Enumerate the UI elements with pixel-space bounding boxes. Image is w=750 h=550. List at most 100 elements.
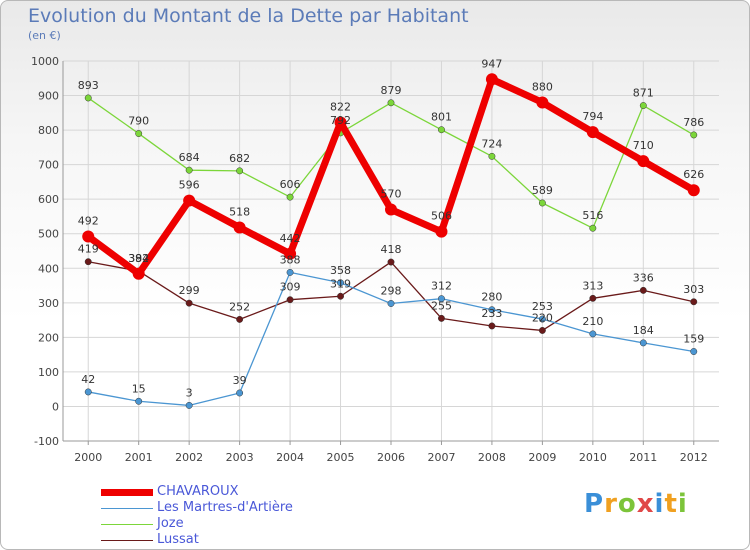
data-label: 684 [179, 151, 200, 164]
data-label: 184 [633, 324, 654, 337]
data-point [185, 166, 193, 174]
data-label: 794 [582, 110, 603, 123]
data-point [488, 152, 496, 160]
data-point [536, 96, 549, 109]
data-label: 724 [481, 137, 502, 150]
data-point [586, 126, 599, 139]
x-tick-label: 2008 [478, 451, 506, 464]
data-label: 570 [381, 188, 402, 201]
data-point [488, 322, 496, 330]
data-point [82, 230, 95, 243]
data-label: 790 [128, 115, 149, 128]
x-tick-label: 2006 [377, 451, 405, 464]
y-tick-label: 200 [38, 331, 59, 344]
data-point [639, 102, 647, 110]
data-point [690, 131, 698, 139]
data-label: 253 [532, 300, 553, 313]
x-tick-label: 2002 [175, 451, 203, 464]
data-point [538, 199, 546, 207]
data-label: 792 [330, 114, 351, 127]
data-label: 298 [381, 285, 402, 298]
data-point [135, 397, 143, 405]
data-point [538, 327, 546, 334]
y-tick-label: 400 [38, 262, 59, 275]
data-label: 159 [683, 333, 704, 346]
chart-title: Evolution du Montant de la Dette par Hab… [28, 5, 469, 27]
data-point [438, 295, 445, 303]
data-point [488, 306, 496, 314]
data-label: 3 [186, 386, 193, 399]
data-point [438, 126, 445, 134]
data-point [236, 167, 244, 175]
data-label: 358 [330, 264, 351, 277]
data-label: 786 [683, 116, 704, 129]
data-point [438, 314, 445, 322]
y-tick-label: 900 [38, 90, 59, 103]
data-label: 518 [229, 206, 250, 219]
x-tick-label: 2001 [125, 451, 153, 464]
data-point [639, 286, 647, 294]
y-tick-label: -100 [34, 435, 59, 448]
data-point [387, 99, 395, 107]
data-point [589, 224, 597, 232]
x-tick-label: 2010 [579, 451, 607, 464]
legend-label: Lussat [157, 532, 199, 547]
data-point [690, 348, 698, 355]
data-point [236, 315, 244, 323]
data-point [183, 194, 196, 207]
data-label: 39 [233, 374, 247, 387]
data-point [485, 73, 498, 86]
data-point [334, 116, 347, 129]
data-label: 626 [683, 168, 704, 181]
data-label: 893 [78, 79, 99, 92]
data-label: 710 [633, 139, 654, 152]
data-label: 418 [381, 243, 402, 256]
data-point [233, 221, 246, 234]
data-label: 220 [532, 311, 553, 324]
y-tick-label: 600 [38, 193, 59, 206]
data-label: 506 [431, 210, 452, 223]
x-tick-label: 2005 [327, 451, 355, 464]
legend-label: CHAVAROUX [157, 484, 239, 499]
data-label: 606 [280, 178, 301, 191]
x-tick-label: 2000 [74, 451, 102, 464]
data-point [185, 401, 193, 409]
data-label: 252 [229, 300, 250, 313]
data-label: 384 [128, 252, 149, 265]
x-tick-label: 2011 [629, 451, 657, 464]
data-point [637, 155, 650, 168]
data-point [589, 294, 597, 302]
data-label: 336 [633, 271, 654, 284]
legend-label: Joze [157, 516, 184, 531]
x-tick-label: 2007 [427, 451, 455, 464]
y-tick-label: 0 [52, 400, 59, 413]
data-point [589, 330, 597, 338]
data-point [690, 298, 698, 306]
data-label: 42 [81, 373, 95, 386]
x-tick-label: 2004 [276, 451, 304, 464]
data-label: 388 [280, 253, 301, 266]
data-point [286, 268, 294, 276]
data-point [286, 193, 294, 201]
data-label: 822 [330, 100, 351, 113]
y-tick-label: 800 [38, 124, 59, 137]
y-tick-label: 300 [38, 297, 59, 310]
data-point [639, 339, 647, 347]
data-point [284, 247, 297, 260]
legend-swatch [101, 488, 153, 496]
data-label: 233 [481, 307, 502, 320]
data-label: 419 [78, 243, 99, 256]
data-point [132, 267, 145, 280]
data-label: 392 [128, 252, 149, 265]
x-tick-label: 2003 [226, 451, 254, 464]
x-tick-label: 2009 [528, 451, 556, 464]
data-label: 312 [431, 280, 452, 293]
data-label: 947 [481, 57, 502, 70]
data-label: 516 [582, 209, 603, 222]
data-point [286, 296, 294, 304]
data-point [236, 389, 244, 397]
data-point [185, 299, 193, 307]
data-label: 596 [179, 179, 200, 192]
data-point [385, 203, 397, 216]
